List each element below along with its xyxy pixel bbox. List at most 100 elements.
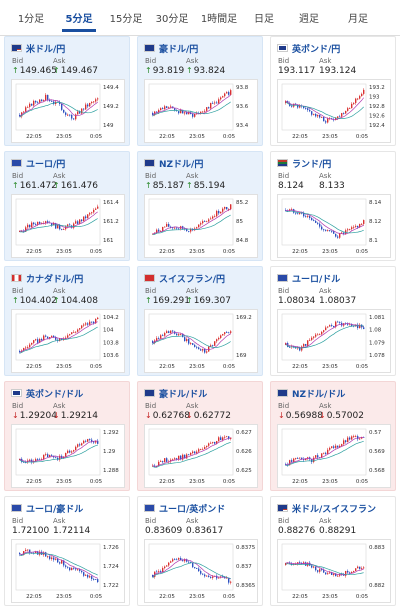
- pair-name-link[interactable]: ユーロ/豪ドル: [11, 501, 83, 515]
- candle-body: [295, 212, 297, 214]
- pair-name-link[interactable]: カナダドル/円: [11, 271, 83, 285]
- candle-body: [192, 343, 194, 345]
- bid-price: 0.83609: [145, 526, 183, 536]
- candle-body: [61, 229, 63, 230]
- candle-body: [53, 557, 55, 560]
- mini-chart[interactable]: 0.883 0.882 22:05 23:05 0:05: [277, 539, 391, 603]
- tab-8[interactable]: 月足: [334, 9, 382, 31]
- pair-name-link[interactable]: 豪ドル/ドル: [144, 386, 207, 400]
- mini-chart[interactable]: 104.2 104 103.8 103.6 22:05 23:05 0:05: [11, 309, 125, 373]
- tab-4[interactable]: 30分足: [150, 9, 194, 31]
- candle-body: [89, 213, 91, 215]
- candle-body: [355, 225, 357, 227]
- candle-body: [87, 323, 89, 325]
- candle-body: [152, 575, 154, 577]
- tab-3[interactable]: 15分足: [104, 9, 148, 31]
- ask-price: 85.194: [193, 181, 226, 191]
- pair-card[interactable]: 豪ドル/ドル Bid Ask ↓0.62768 ↓0.62772 0.627 0.626 0.…: [137, 381, 263, 491]
- plot-area: [15, 83, 101, 131]
- candle-body: [57, 224, 59, 229]
- mini-chart[interactable]: 0.8375 0.837 0.8365 22:05 23:05 0:05: [144, 539, 258, 603]
- x-tick-label: 0:05: [223, 364, 236, 370]
- candle-body: [178, 455, 180, 460]
- candle-body: [339, 445, 341, 448]
- pair-name-link[interactable]: スイスフラン/円: [144, 271, 225, 285]
- tab-label: 1分足: [17, 14, 45, 25]
- candle-body: [85, 323, 87, 325]
- pair-name-link[interactable]: ユーロ/円: [11, 156, 65, 170]
- pair-card[interactable]: 豪ドル/円 Bid Ask ↑93.819 ↑93.824 93.8 93.6 93.4 22:…: [137, 36, 263, 146]
- x-tick-label: 0:05: [223, 594, 236, 600]
- pair-name-link[interactable]: NZドル/ドル: [277, 386, 345, 400]
- pair-card[interactable]: 英ポンド/円 Bid Ask 193.117 193.124 193.2 193 192.8 1…: [270, 36, 396, 146]
- pair-name-link[interactable]: ユーロ/ドル: [277, 271, 340, 285]
- candle-body: [63, 560, 65, 566]
- tab-1[interactable]: 1分足: [8, 9, 54, 31]
- candle-body: [79, 111, 81, 114]
- arrow-down-icon: ↓: [278, 411, 285, 420]
- y-tick-label: 8.1: [369, 238, 378, 244]
- pair-card[interactable]: NZドル/ドル Bid Ask ↓0.56988 ↓0.57002 0.57 0.569 0.…: [270, 381, 396, 491]
- pair-name-link[interactable]: 豪ドル/円: [144, 41, 198, 55]
- mini-chart[interactable]: 1.726 1.724 1.722 22:05 23:05 0:05: [11, 539, 125, 603]
- pair-name-link[interactable]: ユーロ/英ポンド: [144, 501, 225, 515]
- ma-short-line: [285, 436, 364, 466]
- y-tick-label: 85: [236, 219, 243, 225]
- candle-body: [206, 445, 208, 448]
- pair-name-link[interactable]: ランド/円: [277, 156, 331, 170]
- candle-body: [170, 330, 172, 334]
- pair-card[interactable]: ユーロ/ドル Bid Ask 1.08034 1.08037 1.081 1.08 1.079…: [270, 266, 396, 376]
- candle-body: [305, 458, 307, 461]
- pair-card[interactable]: ユーロ/豪ドル Bid Ask 1.72100 1.72114 1.726 1.724 1.7…: [4, 496, 130, 606]
- candle-body: [73, 567, 75, 569]
- pair-card[interactable]: 米ドル/スイスフラン Bid Ask 0.88276 0.88291 0.883 0.882…: [270, 496, 396, 606]
- mini-chart[interactable]: 149.4 149.2 149 22:05 23:05 0:05: [11, 79, 125, 143]
- pair-card[interactable]: NZドル/円 Bid Ask ↑85.187 ↑85.194 85.2 85 84.8 22:0…: [137, 151, 263, 261]
- candle-body: [337, 236, 339, 238]
- pair-card[interactable]: ユーロ/円 Bid Ask ↑161.472 ↑161.476 161.4 161.2 161…: [4, 151, 130, 261]
- candle-body: [53, 223, 55, 226]
- pair-name-link[interactable]: 米ドル/円: [11, 41, 65, 55]
- ask-value: ↓1.29214: [53, 411, 98, 421]
- pair-name-link[interactable]: 英ポンド/円: [277, 41, 340, 55]
- mini-chart[interactable]: 193.2 193 192.8 192.6 192.4 22:05 23:05 0:05: [277, 79, 391, 143]
- tab-7[interactable]: 週足: [288, 9, 330, 31]
- pair-card[interactable]: カナダドル/円 Bid Ask ↑104.402 ↑104.408 104.2 104 103…: [4, 266, 130, 376]
- x-tick-label: 23:05: [189, 479, 205, 485]
- mini-chart[interactable]: 0.627 0.626 0.625 22:05 23:05 0:05: [144, 424, 258, 488]
- mini-chart[interactable]: 0.57 0.569 0.568 22:05 23:05 0:05: [277, 424, 391, 488]
- tab-5[interactable]: 1時間足: [196, 9, 242, 31]
- pair-name-link[interactable]: 英ポンド/ドル: [11, 386, 83, 400]
- candle-body: [335, 321, 337, 328]
- candle-body: [333, 231, 335, 234]
- mini-chart[interactable]: 1.292 1.29 1.288 22:05 23:05 0:05: [11, 424, 125, 488]
- pair-card[interactable]: ユーロ/英ポンド Bid Ask 0.83609 0.83617 0.8375 0.837 0…: [137, 496, 263, 606]
- candle-body: [166, 224, 168, 227]
- bid-label: Bid: [278, 287, 290, 295]
- candlestick-chart: 0.57 0.569 0.568 22:05 23:05 0:05: [281, 428, 385, 485]
- plot-area: [15, 543, 101, 591]
- candle-body: [91, 576, 93, 580]
- pair-name-link[interactable]: NZドル/円: [144, 156, 203, 170]
- candle-body: [61, 104, 63, 110]
- candle-body: [27, 549, 29, 551]
- mini-chart[interactable]: 8.14 8.12 8.1 22:05 23:05 0:05: [277, 194, 391, 258]
- pair-name-link[interactable]: 米ドル/スイスフラン: [277, 501, 376, 515]
- tab-2[interactable]: 5分足: [56, 9, 102, 32]
- candle-body: [351, 103, 353, 109]
- pair-card[interactable]: スイスフラン/円 Bid Ask ↑169.291 ↑169.307 169.2 169 22…: [137, 266, 263, 376]
- pair-card[interactable]: 英ポンド/ドル Bid Ask ↓1.29204 ↓1.29214 1.292 1.29 1.…: [4, 381, 130, 491]
- arrow-up-icon: ↑: [145, 181, 152, 190]
- candle-body: [172, 330, 174, 332]
- mini-chart[interactable]: 85.2 85 84.8 22:05 23:05 0:05: [144, 194, 258, 258]
- ask-value: 0.88291: [319, 526, 356, 536]
- mini-chart[interactable]: 161.4 161.2 161 22:05 23:05 0:05: [11, 194, 125, 258]
- mini-chart[interactable]: 93.8 93.6 93.4 22:05 23:05 0:05: [144, 79, 258, 143]
- pair-card[interactable]: ランド/円 Bid Ask 8.124 8.133 8.14 8.12 8.1 22:05 23:…: [270, 151, 396, 261]
- plot-area: [281, 543, 367, 591]
- mini-chart[interactable]: 169.2 169 22:05 23:05 0:05: [144, 309, 258, 373]
- pair-card[interactable]: 米ドル/円 Bid Ask ↑149.465 ↑149.467 149.4 149.2 149…: [4, 36, 130, 146]
- mini-chart[interactable]: 1.081 1.08 1.079 1.078 22:05 23:05 0:05: [277, 309, 391, 373]
- candle-body: [160, 571, 162, 573]
- tab-6[interactable]: 日足: [244, 9, 284, 31]
